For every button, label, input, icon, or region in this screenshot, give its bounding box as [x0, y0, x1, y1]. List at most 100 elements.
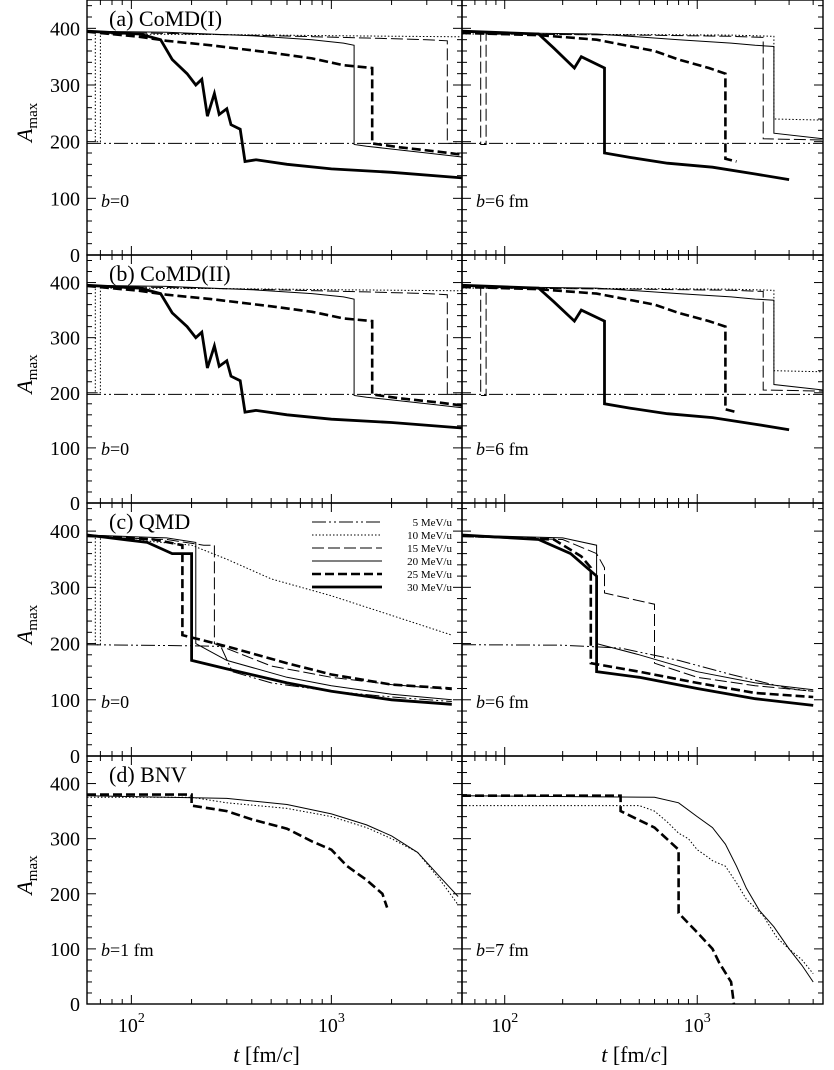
series-25-mev-u-line [87, 30, 462, 156]
series-15-mev-u-line [87, 536, 452, 691]
impact-parameter-label: b=0 [101, 439, 129, 459]
panel-0-0: b=0 (a) CoMD(I) [86, 0, 463, 256]
series-30-mev-u-line [87, 283, 462, 430]
panel-title: (b) CoMD(II) [109, 261, 231, 286]
y-tick-label: 300 [50, 577, 80, 599]
series-25-mev-u-line [87, 284, 462, 407]
series-15-mev-u-line [462, 285, 823, 396]
series-10-mev-u-line [87, 535, 452, 646]
y-tick-label: 300 [50, 328, 80, 350]
impact-parameter-label: b=6 fm [476, 692, 529, 712]
series-20-mev-u-line [87, 284, 462, 409]
x-tick-label: 102 [118, 1011, 145, 1037]
y-tick-label: 300 [50, 75, 80, 97]
series-group [87, 533, 452, 706]
series-10-mev-u-line [87, 285, 462, 394]
series-25-mev-u-line [462, 794, 736, 1004]
y-tick-label: 0 [70, 994, 80, 1016]
legend-entry: 10 MeV/u [407, 530, 452, 542]
series-25-mev-u-line [87, 793, 389, 909]
panel-title: (c) QMD [109, 509, 190, 534]
y-tick-label: 400 [50, 273, 80, 295]
series-15-mev-u-line [87, 31, 462, 144]
series-10-mev-u-line [462, 805, 814, 975]
y-tick-label: 100 [50, 438, 80, 460]
series-30-mev-u-line [87, 533, 452, 706]
series-15-mev-u-line [462, 536, 814, 692]
y-tick-label: 200 [50, 634, 80, 656]
panel-2-0: b=0 (c) QMD [86, 502, 463, 757]
panel-frame [461, 0, 824, 256]
x-axis-label: t [fm/c] [601, 1042, 668, 1067]
impact-parameter-label: b=1 fm [101, 940, 154, 960]
impact-parameter-label: b=0 [101, 692, 129, 712]
legend-entry: 15 MeV/u [407, 543, 452, 555]
y-tick-label: 400 [50, 521, 80, 543]
series-15-mev-u-line [462, 31, 823, 145]
series-group [462, 283, 823, 432]
series-5-mev-u-line [462, 644, 814, 692]
panel-2-1: b=6 fm [461, 502, 824, 757]
y-axis-label: Amax [12, 604, 41, 646]
y-tick-label: 100 [50, 939, 80, 961]
series-group [462, 794, 814, 1004]
series-20-mev-u-line [462, 795, 814, 983]
series-20-mev-u-line [462, 31, 823, 140]
panel-title: (d) BNV [109, 762, 187, 787]
y-tick-label: 400 [50, 18, 80, 40]
legend-entry: 20 MeV/u [407, 556, 452, 568]
series-20-mev-u-line [87, 795, 459, 897]
series-25-mev-u-line [462, 285, 737, 414]
panel-title: (a) CoMD(I) [109, 6, 222, 31]
panels: b=0 (a) CoMD(I) b=6 fm b=0 (b) CoMD(II) b=6 f… [86, 0, 824, 1005]
series-10-mev-u-line [462, 33, 823, 121]
series-25-mev-u-line [462, 31, 737, 163]
y-tick-label: 200 [50, 132, 80, 154]
panel-3-1: b=7 fm [461, 755, 824, 1005]
x-axis-label: t [fm/c] [233, 1042, 300, 1067]
legend-entry: 5 MeV/u [413, 517, 453, 529]
series-20-mev-u-line [462, 285, 823, 391]
panel-0-1: b=6 fm [461, 0, 824, 256]
panel-3-0: b=1 fm (d) BNV [86, 755, 463, 1005]
legend-entry: 30 MeV/u [407, 582, 452, 594]
y-tick-label: 100 [50, 188, 80, 210]
series-30-mev-u-line [462, 533, 814, 707]
panel-frame [86, 755, 463, 1005]
panel-1-0: b=0 (b) CoMD(II) [86, 254, 463, 504]
x-tick-label: 103 [684, 1011, 711, 1037]
series-group [87, 793, 459, 909]
y-tick-label: 200 [50, 884, 80, 906]
panel-1-1: b=6 fm [461, 254, 824, 504]
series-30-mev-u-line [87, 29, 462, 180]
x-tick-label: 102 [491, 1011, 518, 1037]
y-tick-label: 0 [70, 245, 80, 267]
series-group [87, 283, 462, 430]
series-group [87, 29, 462, 180]
impact-parameter-label: b=6 fm [476, 191, 529, 211]
y-tick-label: 300 [50, 829, 80, 851]
y-tick-label: 400 [50, 774, 80, 796]
y-tick-label: 0 [70, 746, 80, 768]
series-group [462, 29, 823, 181]
legend-entry: 25 MeV/u [407, 569, 452, 581]
panel-frame [461, 502, 824, 757]
impact-parameter-label: b=0 [101, 191, 129, 211]
series-20-mev-u-line [87, 534, 452, 701]
series-group [462, 533, 814, 707]
overlay: 0 100 200 300 400 Amax 0 100 200 300 400 Amax 0 100 20… [12, 18, 711, 1067]
series-10-mev-u-line [87, 796, 459, 906]
legend: 5 MeV/u10 MeV/u15 MeV/u20 MeV/u25 MeV/u3… [312, 517, 452, 594]
panel-frame [461, 254, 824, 504]
series-10-mev-u-line [87, 31, 462, 143]
series-20-mev-u-line [462, 534, 814, 691]
series-15-mev-u-line [87, 285, 462, 395]
x-tick-label: 103 [318, 1011, 345, 1037]
y-tick-label: 100 [50, 690, 80, 712]
series-20-mev-u-line [87, 30, 462, 158]
series-25-mev-u-line [87, 534, 452, 690]
panel-frame [461, 755, 824, 1005]
y-tick-label: 0 [70, 493, 80, 515]
y-axis-label: Amax [12, 855, 41, 897]
series-25-mev-u-line [462, 534, 814, 699]
